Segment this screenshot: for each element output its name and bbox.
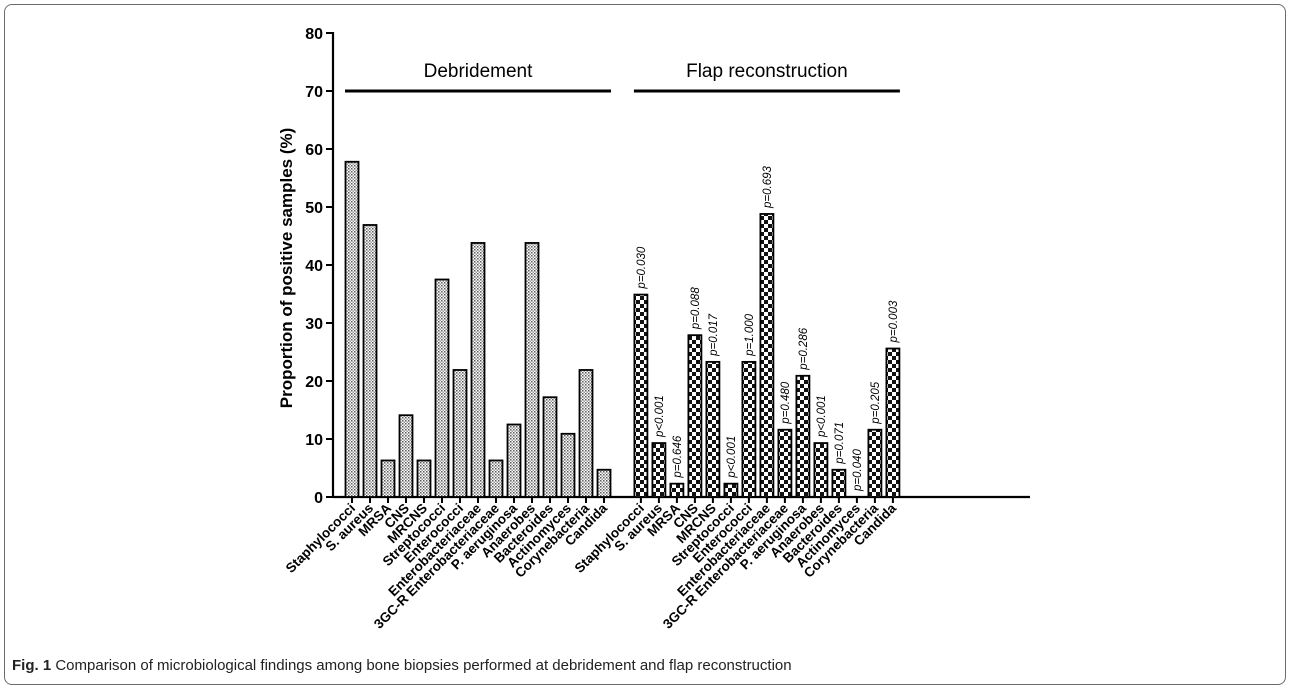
p-value-label: p=0.286 [798,327,810,370]
p-value-label: p=0.480 [780,381,792,424]
bar-1-8 [777,428,793,498]
y-tick-label: 70 [305,84,323,101]
y-tick-label: 20 [305,374,323,391]
group-label: Debridement [424,61,533,82]
p-value-label: p=0.003 [888,300,900,343]
y-tick-label: 30 [305,316,323,333]
bar-1-1 [651,442,667,498]
bar-0-9 [506,423,522,498]
y-tick-label: 0 [314,490,323,507]
y-tick-label: 80 [305,26,323,43]
y-tick-label: 60 [305,142,323,159]
p-value-label: p<0.001 [726,436,738,479]
bar-1-14 [885,347,901,498]
bar-1-5 [723,482,739,498]
bar-0-0 [344,160,360,498]
bar-1-9 [795,374,811,498]
bar-1-2 [669,482,685,498]
group-label: Flap reconstruction [686,61,848,82]
p-value-label: p=0.646 [672,435,684,478]
bar-0-6 [452,369,468,498]
p-value-label: p=0.071 [834,422,846,465]
bar-1-3 [687,334,703,498]
bar-1-0 [633,293,649,498]
bar-0-8 [488,459,504,498]
bar-0-4 [416,459,432,498]
p-value-label: p=0.040 [852,449,864,492]
p-value-label: p=0.017 [708,313,720,356]
caption-label: Fig. 1 [12,657,52,674]
bar-1-13 [867,428,883,498]
bar-1-10 [813,442,829,498]
bar-0-11 [542,396,558,498]
p-value-label: p<0.001 [654,395,666,438]
bar-0-13 [578,369,594,498]
bar-0-2 [380,459,396,498]
p-value-label: p=0.693 [762,165,774,208]
p-value-label: p=0.088 [690,287,702,330]
y-tick-label: 40 [305,258,323,275]
bar-0-10 [524,242,540,498]
bar-0-12 [560,432,576,498]
bar-0-1 [362,224,378,498]
bar-0-14 [596,468,612,498]
figure-caption: Fig. 1 Comparison of microbiological fin… [12,657,792,674]
p-value-label: p=1.000 [744,313,756,356]
bar-1-7 [759,213,775,498]
figure-frame [4,4,1286,685]
bar-1-11 [831,468,847,498]
bar-0-3 [398,414,414,498]
bar-chart: 0 10 20 30 40 50 60 70 80 Proportion of positive … [277,26,1030,632]
caption-text: Comparison of microbiological findings a… [51,657,792,674]
bar-1-6 [741,360,757,498]
bar-0-7 [470,242,486,498]
y-tick-label: 10 [305,432,323,449]
axes: 0 10 20 30 40 50 60 70 80 Proportion of positive … [277,26,1030,507]
p-value-label: p=0.205 [870,381,882,424]
y-tick-label: 50 [305,200,323,217]
bar-1-4 [705,360,721,498]
p-value-label: p<0.001 [816,395,828,438]
y-axis-label: Proportion of positive samples (%) [277,128,296,409]
bar-0-5 [434,278,450,498]
p-value-label: p=0.030 [636,246,648,289]
